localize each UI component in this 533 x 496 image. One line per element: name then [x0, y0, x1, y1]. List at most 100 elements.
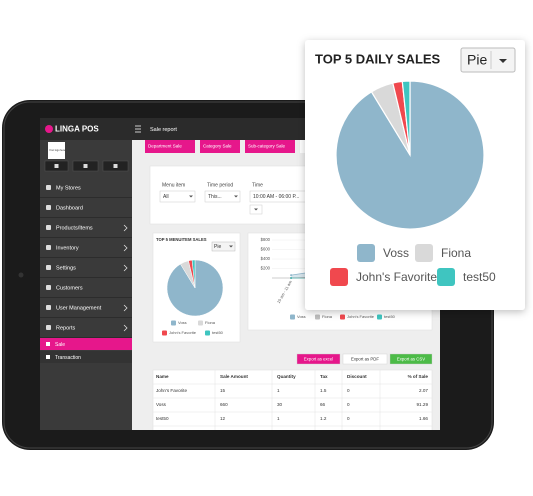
export-button[interactable] — [342, 353, 388, 365]
sidebar-icon — [46, 225, 51, 230]
legend-swatch — [171, 320, 176, 326]
legend-swatch — [162, 330, 167, 336]
legend-label: John's Favorite — [347, 314, 375, 319]
legend-swatch — [377, 314, 382, 320]
sidebar-icon — [46, 265, 51, 270]
legend-label: John's Favorite — [356, 270, 437, 284]
select-caret — [254, 208, 258, 211]
sidebar-item[interactable] — [40, 258, 132, 277]
sidebar-label: Dashboard — [56, 205, 83, 211]
select-caret — [499, 59, 507, 63]
sidebar-subitem[interactable] — [40, 351, 132, 363]
table-cell: Quantity — [277, 374, 296, 379]
y-tick-label: $800 — [261, 237, 271, 242]
legend-swatch — [415, 244, 433, 262]
table-cell: 1.5 — [320, 388, 327, 393]
select-caret — [189, 195, 193, 198]
popup-select[interactable] — [460, 47, 516, 73]
sidebar-arrow — [123, 304, 128, 312]
legend-label: Fiona — [322, 314, 333, 319]
sidebar-item[interactable] — [40, 298, 132, 317]
logo-box — [48, 142, 65, 159]
header-title: Sale report — [150, 127, 177, 133]
brand: LINGA POS — [55, 125, 99, 134]
export-button-label: Export as PDF — [351, 356, 379, 361]
sidebar-label: Inventory — [56, 245, 79, 251]
filter-value: 10:00 AM - 06:00 P... — [253, 194, 299, 200]
sidebar-item[interactable] — [40, 198, 132, 217]
popup: TOP 5 DAILY SALES Pie Voss Fiona John's Favo… — [305, 40, 525, 310]
camera — [18, 272, 24, 278]
small-chart-select[interactable] — [211, 241, 236, 252]
legend-swatch — [357, 244, 375, 262]
sidebar-label: My Stores — [56, 185, 81, 191]
y-tick-label: $600 — [261, 247, 271, 252]
legend-label: John's Favorite — [169, 330, 197, 335]
filter-label: Time — [252, 182, 263, 188]
table-cell: 0 — [347, 402, 350, 407]
tab-label: Sub-category Sale — [248, 144, 286, 149]
export-button[interactable] — [389, 353, 433, 365]
sidebar-label: Products/Items — [56, 225, 93, 231]
sidebar-arrow — [123, 264, 128, 272]
sidebar-arrow — [123, 224, 128, 232]
filter-value: This... — [208, 194, 222, 200]
legend-swatch — [205, 330, 210, 336]
sidebar-item[interactable] — [40, 278, 132, 297]
legend-label: Voss — [178, 320, 187, 325]
legend-label: Fiona — [205, 320, 216, 325]
sidebar-icon — [46, 305, 51, 310]
legend-label: Voss — [383, 246, 409, 260]
table-cell: Tax — [320, 374, 328, 379]
sidebar-subicon — [46, 355, 50, 359]
sidebar-button-icon — [113, 164, 118, 168]
legend-label: Voss — [297, 314, 306, 319]
table-cell: 1 — [277, 388, 280, 393]
filter-select[interactable] — [204, 190, 241, 203]
export-button-label: Export as CSV — [397, 356, 425, 361]
tab[interactable] — [245, 140, 295, 153]
sidebar-subitem[interactable] — [40, 338, 132, 350]
table-cell: Voss — [156, 402, 167, 407]
tab[interactable] — [200, 140, 240, 153]
sidebar-sublabel: Transaction — [55, 355, 81, 361]
sidebar-icon — [46, 185, 51, 190]
sidebar-subicon — [46, 342, 50, 346]
select-caret — [229, 245, 233, 248]
sidebar-label: Reports — [56, 325, 76, 331]
sidebar-item[interactable] — [40, 218, 132, 237]
table-cell: 1 — [277, 416, 280, 421]
table-cell: 0 — [347, 416, 350, 421]
legend-swatch — [330, 268, 348, 286]
table-cell: test50 — [156, 416, 169, 421]
filter-label: Time period — [207, 182, 233, 188]
legend-label: Fiona — [441, 246, 471, 260]
table-cell: 1.2 — [320, 416, 327, 421]
brand-icon — [45, 125, 53, 133]
sidebar-item[interactable] — [40, 238, 132, 257]
filter-select[interactable] — [159, 190, 196, 203]
table-cell: 15 — [220, 388, 226, 393]
export-button-label: Export as excel — [304, 356, 333, 361]
sidebar-item[interactable] — [40, 318, 132, 337]
table-cell: 2.07 — [419, 388, 428, 393]
y-tick-label: $400 — [261, 256, 271, 261]
table-cell: 0 — [347, 388, 350, 393]
legend-swatch — [340, 314, 345, 320]
pie-slice — [191, 259, 196, 289]
sidebar-icon — [46, 245, 51, 250]
table-cell: 91.29 — [417, 402, 429, 407]
small-chart-select-label: Pie — [214, 244, 221, 250]
tab[interactable] — [145, 140, 195, 153]
tab-label: Category Sale — [203, 144, 232, 149]
sidebar-icon — [46, 325, 51, 330]
small-chart-title: TOP 5 MENUITEM SALES — [156, 237, 207, 242]
sidebar-item[interactable] — [40, 178, 132, 197]
filter-value: All — [163, 194, 169, 200]
sidebar-arrow — [123, 244, 128, 252]
legend-swatch — [437, 268, 455, 286]
export-button[interactable] — [296, 353, 341, 365]
table-cell: 30 — [277, 402, 283, 407]
sidebar-label: Settings — [56, 265, 76, 271]
